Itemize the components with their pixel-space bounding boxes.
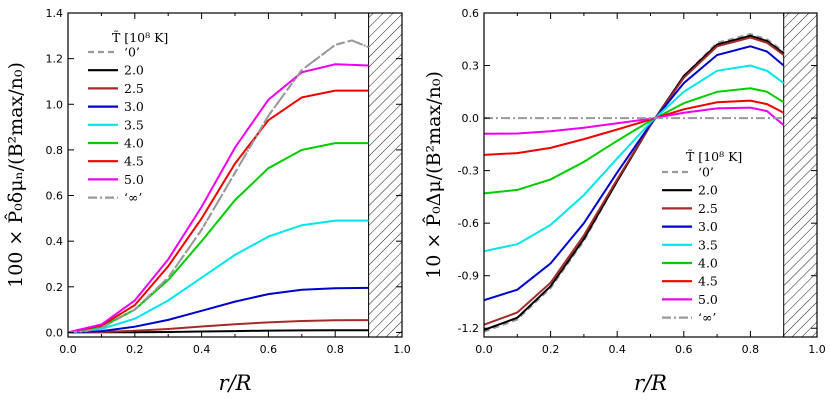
series-line-6 <box>67 89 369 334</box>
legend-label: 3.5 <box>698 237 718 252</box>
y-tick-label: 1.2 <box>46 53 64 66</box>
x-tick-label: 0.0 <box>475 343 493 356</box>
series-line-5 <box>483 87 785 195</box>
series-line-4 <box>67 219 369 334</box>
legend: T̃ [10⁸ K]‘0’ 2.0 2.5 3.0 3.5 4.0 4.5 5.0 ‘∞’ <box>662 149 742 325</box>
y-tick-label: 0.2 <box>46 281 64 294</box>
y-tick-label: 0.6 <box>462 7 480 20</box>
series-line-3 <box>67 286 369 334</box>
series-line-2 <box>67 319 369 334</box>
x-tick-label: 1.0 <box>393 343 411 356</box>
y-tick-label: 0.0 <box>46 326 64 339</box>
y-tick-label: 0.6 <box>46 190 64 203</box>
right-chart: 0.0 0.2 0.4 0.6 0.8 1.0 -1.2 -0.9 -0.6 -0.3 0.0 0.3… <box>423 7 826 395</box>
series-line-4 <box>483 64 785 253</box>
series-line-7 <box>67 63 369 334</box>
x-axis-label: r/R <box>634 371 667 395</box>
x-tick-label: 0.2 <box>126 343 144 356</box>
hatched-region <box>783 12 818 338</box>
series-line-3 <box>483 45 785 302</box>
y-axis-label: 100 × P̂₀δμₙ/(B²max/n₀) <box>5 62 27 288</box>
y-tick-label: 1.4 <box>46 7 64 20</box>
y-tick-label: -0.6 <box>458 217 479 230</box>
legend-label: 2.5 <box>124 81 144 96</box>
legend-label: ‘0’ <box>698 165 714 180</box>
y-tick-label: -0.9 <box>458 270 479 283</box>
legend-label: 5.0 <box>698 292 718 307</box>
series-line-8 <box>67 39 369 334</box>
hatched-region <box>368 12 403 338</box>
x-tick-label: 0.6 <box>260 343 278 356</box>
legend-label: 4.5 <box>698 274 718 289</box>
series-line-5 <box>67 142 369 334</box>
x-tick-label: 0.6 <box>675 343 693 356</box>
legend-label: 2.0 <box>698 183 718 198</box>
legend-label: ‘0’ <box>124 45 140 60</box>
x-tick-label: 0.8 <box>326 343 344 356</box>
y-tick-label: 0.0 <box>462 112 480 125</box>
legend-label: 4.5 <box>124 154 144 169</box>
legend-label: 3.0 <box>124 99 144 114</box>
left-chart: 0.0 0.2 0.4 0.6 0.8 1.0 0.0 0.2 0.4 0.6 0.8 1.0 1.2 1… <box>5 7 411 395</box>
x-tick-label: 0.8 <box>742 343 760 356</box>
x-tick-label: 0.2 <box>542 343 560 356</box>
y-tick-label: -1.2 <box>458 322 479 335</box>
y-tick-label: -0.3 <box>458 165 479 178</box>
x-tick-label: 0.4 <box>193 343 211 356</box>
legend-label: ‘∞’ <box>124 190 142 205</box>
legend-label: 3.5 <box>124 117 144 132</box>
y-tick-label: 0.8 <box>46 144 64 157</box>
legend-title: T̃ [10⁸ K] <box>686 149 742 164</box>
legend-label: ‘∞’ <box>698 310 716 325</box>
plot-frame <box>483 12 818 338</box>
legend: T̃ [10⁸ K]‘0’ 2.0 2.5 3.0 3.5 4.0 4.5 5.0 ‘∞’ <box>88 30 168 205</box>
y-axis-label: 10 × P̂₀Δμ/(B²max/n₀) <box>423 71 445 279</box>
x-tick-label: 1.0 <box>808 343 826 356</box>
y-tick-label: 0.3 <box>462 60 480 73</box>
legend-label: 4.0 <box>698 256 718 271</box>
legend-label: 3.0 <box>698 219 718 234</box>
legend-label: 2.5 <box>698 201 718 216</box>
x-axis-label: r/R <box>219 371 252 395</box>
legend-title: T̃ [10⁸ K] <box>112 30 168 45</box>
legend-label: 2.0 <box>124 63 144 78</box>
x-tick-label: 0.0 <box>59 343 77 356</box>
legend-label: 5.0 <box>124 172 144 187</box>
y-tick-label: 1.0 <box>46 98 64 111</box>
legend-label: 4.0 <box>124 136 144 151</box>
x-tick-label: 0.4 <box>608 343 626 356</box>
series-line-1 <box>483 34 785 331</box>
y-tick-label: 0.4 <box>46 235 64 248</box>
series-line-0 <box>483 32 785 333</box>
